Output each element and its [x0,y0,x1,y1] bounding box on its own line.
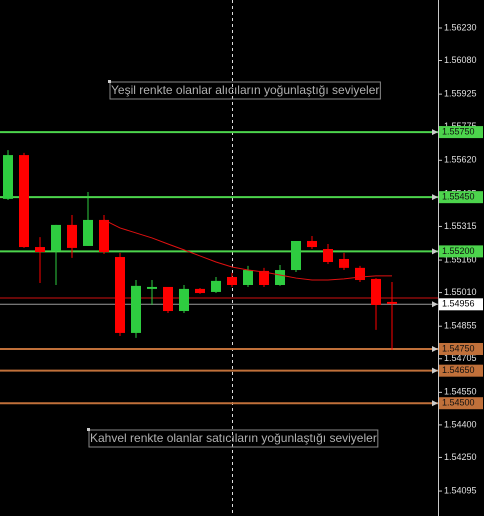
candle-body [243,270,253,286]
price-tag-arrow [432,248,438,255]
y-tick-label: 1.54095 [444,485,477,495]
price-tag-arrow [432,194,438,201]
price-tag-label: 1.55750 [442,126,475,136]
candle-body [163,286,173,312]
price-tag-label: 1.55450 [442,192,475,202]
y-tick-label: 1.54855 [444,321,477,331]
y-tick-label: 1.54705 [444,353,477,363]
price-tag [439,397,483,410]
annotation-anchor [108,80,111,83]
candle-body [211,280,221,292]
candle-body [355,267,365,281]
y-tick-label: 1.55010 [444,287,477,297]
candle-body [291,240,301,271]
annotation: Yeşil renkte olanlar alıcıların yoğunlaş… [111,83,379,97]
price-tag [439,298,483,311]
candle-body [259,270,269,286]
price-tag [439,342,483,355]
y-tick-label: 1.54550 [444,387,477,397]
price-tag-label: 1.54750 [442,343,475,353]
candle-body [323,248,333,263]
candle-body [339,258,349,268]
y-tick-label: 1.56230 [444,22,477,32]
y-tick-label: 1.55620 [444,155,477,165]
y-tick-label: 1.55315 [444,221,477,231]
y-tick-label: 1.54400 [444,419,477,429]
annotation-anchor [87,428,90,431]
candle-body [35,247,45,253]
price-tag-arrow [432,345,438,352]
price-tag-arrow [432,129,438,136]
candle-body [179,288,189,312]
price-tag [439,126,483,139]
candle-body [195,288,205,294]
price-tag-label: 1.54500 [442,398,475,408]
price-tag-label: 1.55200 [442,246,475,256]
candle-body [83,219,93,246]
y-tick-label: 1.56080 [444,55,477,65]
annotation-box [88,429,379,448]
candle-body [227,276,237,286]
price-tag-arrow [432,400,438,407]
candle-body [371,278,381,305]
price-tag [439,364,483,377]
annotation: Kahvel renkte olanlar satıcıların yoğunl… [90,431,377,445]
candle-body [19,155,29,248]
annotation-box [109,81,381,100]
price-tag [439,245,483,258]
moving-average [103,219,392,281]
candle-body [387,301,397,304]
price-tag [439,191,483,204]
price-tag-label: 1.54956 [442,299,475,309]
candle-body [147,286,157,289]
candle-body [307,240,317,248]
y-tick-label: 1.54250 [444,452,477,462]
candle-body [3,155,13,199]
candle-body [275,270,285,286]
candle-body [67,224,77,248]
y-tick-label: 1.55160 [444,254,477,264]
candle-body [51,224,61,251]
price-tag-arrow [432,301,438,308]
price-tag-arrow [432,367,438,374]
y-tick-label: 1.55925 [444,89,477,99]
candle-body [99,219,109,253]
y-tick-label: 1.55775 [444,121,477,131]
candle-body [131,285,141,333]
price-tag-label: 1.54650 [442,365,475,375]
candle-body [115,257,125,333]
